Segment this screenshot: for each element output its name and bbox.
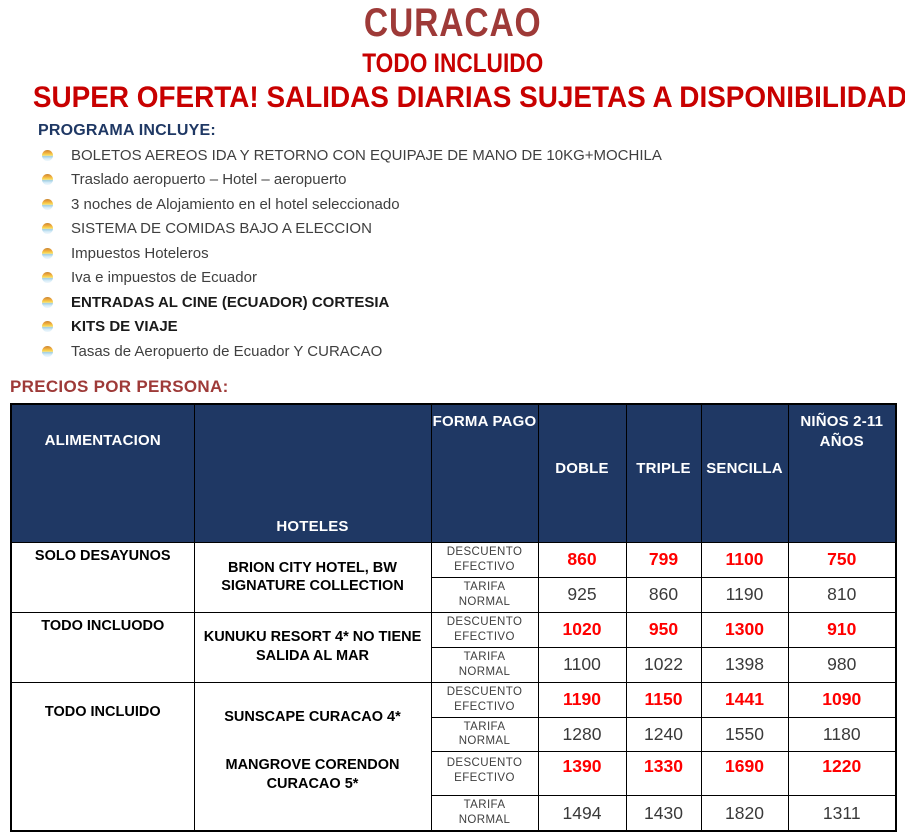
payment-type-cell: TARIFA NORMAL [431, 796, 538, 831]
payment-type-cell: DESCUENTO EFECTIVO [431, 543, 538, 578]
page-subtitle-text: TODO INCLUIDO [362, 47, 543, 79]
price-cell: 1220 [788, 752, 896, 796]
payment-type-cell: TARIFA NORMAL [431, 577, 538, 612]
program-list: BOLETOS AEREOS IDA Y RETORNO CON EQUIPAJ… [42, 143, 905, 364]
price-cell: 1390 [538, 752, 626, 796]
price-cell: 1441 [701, 682, 788, 717]
page-title: CURACAO [0, 0, 905, 47]
globe-icon [42, 297, 53, 308]
globe-icon [42, 150, 53, 161]
payment-type-cell: TARIFA NORMAL [431, 717, 538, 752]
list-item-label: Iva e impuestos de Ecuador [71, 269, 257, 286]
payment-type-cell: DESCUENTO EFECTIVO [431, 682, 538, 717]
globe-icon [42, 321, 53, 332]
price-cell: 1190 [701, 577, 788, 612]
price-cell: 1100 [538, 647, 626, 682]
meal-plan-cell: TODO INCLUIDO [11, 682, 194, 831]
list-item-label: SISTEMA DE COMIDAS BAJO A ELECCION [71, 220, 372, 237]
price-cell: 1330 [626, 752, 701, 796]
list-item: Impuestos Hoteleros [42, 241, 905, 266]
table-header-row: ALIMENTACION HOTELES FORMA PAGO DOBLE TR… [11, 404, 896, 543]
col-header-triple: TRIPLE [626, 404, 701, 543]
price-table: ALIMENTACION HOTELES FORMA PAGO DOBLE TR… [10, 403, 897, 832]
list-item: Iva e impuestos de Ecuador [42, 266, 905, 291]
price-cell: 950 [626, 612, 701, 647]
list-item-label: Traslado aeropuerto – Hotel – aeropuerto [71, 171, 346, 188]
col-header-ninos: NIÑOS 2-11 AÑOS [788, 404, 896, 543]
hotel-cell: KUNUKU RESORT 4* NO TIENE SALIDA AL MAR [194, 612, 431, 682]
list-item: BOLETOS AEREOS IDA Y RETORNO CON EQUIPAJ… [42, 143, 905, 168]
price-cell: 1300 [701, 612, 788, 647]
payment-type-cell: DESCUENTO EFECTIVO [431, 752, 538, 796]
hotel-cell: BRION CITY HOTEL, BW SIGNATURE COLLECTIO… [194, 543, 431, 613]
list-item: KITS DE VIAJE [42, 315, 905, 340]
col-header-hoteles: HOTELES [194, 404, 431, 543]
list-item: Traslado aeropuerto – Hotel – aeropuerto [42, 168, 905, 193]
price-cell: 980 [788, 647, 896, 682]
price-cell: 910 [788, 612, 896, 647]
list-item-label: Impuestos Hoteleros [71, 245, 209, 262]
hotel-cell: MANGROVE CORENDON CURACAO 5* [194, 752, 431, 831]
globe-icon [42, 223, 53, 234]
list-item-label: ENTRADAS AL CINE (ECUADOR) CORTESIA [71, 294, 389, 311]
payment-type-cell: DESCUENTO EFECTIVO [431, 612, 538, 647]
globe-icon [42, 174, 53, 185]
price-cell: 1820 [701, 796, 788, 831]
table-row: TODO INCLUODO KUNUKU RESORT 4* NO TIENE … [11, 612, 896, 647]
meal-plan-cell: SOLO DESAYUNOS [11, 543, 194, 613]
price-cell: 1690 [701, 752, 788, 796]
page-subtitle: TODO INCLUIDO [0, 47, 905, 81]
price-cell: 1430 [626, 796, 701, 831]
meal-plan-cell: TODO INCLUODO [11, 612, 194, 682]
price-cell: 1180 [788, 717, 896, 752]
col-header-alimentacion: ALIMENTACION [11, 404, 194, 543]
offer-banner-text: SUPER OFERTA! SALIDAS DIARIAS SUJETAS A … [33, 81, 905, 115]
offer-banner: SUPER OFERTA! SALIDAS DIARIAS SUJETAS A … [0, 81, 905, 117]
page-title-text: CURACAO [364, 0, 542, 47]
list-item: SISTEMA DE COMIDAS BAJO A ELECCION [42, 217, 905, 242]
list-item: Tasas de Aeropuerto de Ecuador Y CURACAO [42, 339, 905, 364]
price-cell: 810 [788, 577, 896, 612]
price-cell: 1280 [538, 717, 626, 752]
globe-icon [42, 248, 53, 259]
price-cell: 1020 [538, 612, 626, 647]
price-cell: 1090 [788, 682, 896, 717]
price-cell: 1398 [701, 647, 788, 682]
price-cell: 750 [788, 543, 896, 578]
price-cell: 1100 [701, 543, 788, 578]
prices-heading: PRECIOS POR PERSONA: [10, 377, 905, 397]
price-cell: 1150 [626, 682, 701, 717]
payment-type-cell: TARIFA NORMAL [431, 647, 538, 682]
list-item-label: BOLETOS AEREOS IDA Y RETORNO CON EQUIPAJ… [71, 147, 662, 164]
globe-icon [42, 346, 53, 357]
list-item: 3 noches de Alojamiento en el hotel sele… [42, 192, 905, 217]
col-header-doble: DOBLE [538, 404, 626, 543]
hotel-cell: SUNSCAPE CURACAO 4* [194, 682, 431, 752]
price-cell: 1022 [626, 647, 701, 682]
list-item-label: Tasas de Aeropuerto de Ecuador Y CURACAO [71, 343, 382, 360]
table-row: TODO INCLUIDO SUNSCAPE CURACAO 4* DESCUE… [11, 682, 896, 717]
price-cell: 1190 [538, 682, 626, 717]
price-cell: 799 [626, 543, 701, 578]
list-item-label: 3 noches de Alojamiento en el hotel sele… [71, 196, 400, 213]
globe-icon [42, 272, 53, 283]
price-cell: 1494 [538, 796, 626, 831]
price-cell: 1550 [701, 717, 788, 752]
list-item: ENTRADAS AL CINE (ECUADOR) CORTESIA [42, 290, 905, 315]
col-header-sencilla: SENCILLA [701, 404, 788, 543]
price-cell: 860 [626, 577, 701, 612]
col-header-forma-pago: FORMA PAGO [431, 404, 538, 543]
globe-icon [42, 199, 53, 210]
list-item-label: KITS DE VIAJE [71, 318, 178, 335]
table-row: SOLO DESAYUNOS BRION CITY HOTEL, BW SIGN… [11, 543, 896, 578]
price-cell: 860 [538, 543, 626, 578]
price-cell: 1311 [788, 796, 896, 831]
program-heading: PROGRAMA INCLUYE: [38, 122, 905, 140]
price-cell: 925 [538, 577, 626, 612]
price-cell: 1240 [626, 717, 701, 752]
